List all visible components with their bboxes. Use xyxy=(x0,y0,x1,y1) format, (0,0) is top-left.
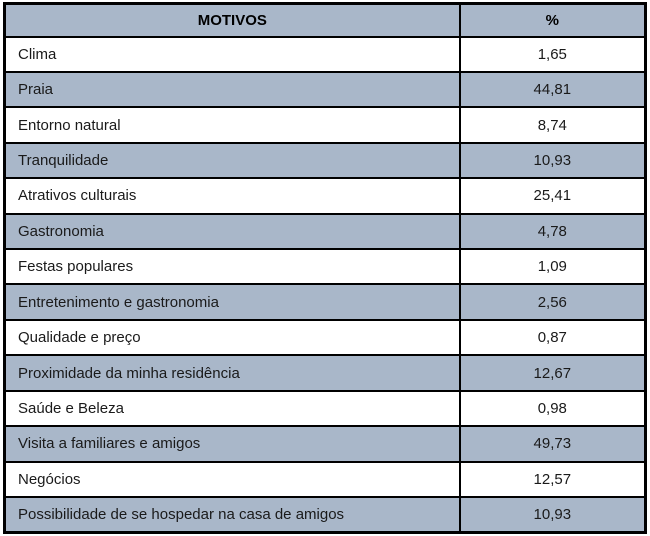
motivo-cell: Tranquilidade xyxy=(3,141,461,180)
percent-cell: 2,56 xyxy=(458,283,647,321)
percent-cell: 1,09 xyxy=(458,248,647,286)
motivo-cell: Entretenimento e gastronomia xyxy=(3,283,461,321)
motivo-cell: Proximidade da minha residência xyxy=(3,354,461,392)
percent-cell: 8,74 xyxy=(458,106,647,144)
percent-cell: 1,65 xyxy=(458,35,647,73)
table-header: MOTIVOS % xyxy=(3,2,647,38)
motivo-cell: Entorno natural xyxy=(3,106,461,144)
table-row: Possibilidade de se hospedar na casa de … xyxy=(3,495,647,534)
table-row: Entorno natural 8,74 xyxy=(3,106,647,144)
motivo-cell: Visita a familiares e amigos xyxy=(3,425,461,463)
table-row: Saúde e Beleza 0,98 xyxy=(3,389,647,428)
motivos-table: MOTIVOS % Clima 1,65 Praia 44,81 Entorno… xyxy=(3,2,647,534)
table-row: Proximidade da minha residência 12,67 xyxy=(3,354,647,392)
table-row: Negócios 12,57 xyxy=(3,460,647,498)
percent-cell: 4,78 xyxy=(458,212,647,251)
percent-cell: 10,93 xyxy=(458,495,647,534)
motivo-cell: Festas populares xyxy=(3,248,461,286)
table-row: Atrativos culturais 25,41 xyxy=(3,177,647,215)
motivo-cell: Saúde e Beleza xyxy=(3,389,461,428)
motivo-cell: Gastronomia xyxy=(3,212,461,251)
table-row: Gastronomia 4,78 xyxy=(3,212,647,251)
table-row: Festas populares 1,09 xyxy=(3,248,647,286)
percent-cell: 10,93 xyxy=(458,141,647,180)
motivo-cell: Negócios xyxy=(3,460,461,498)
table-row: Praia 44,81 xyxy=(3,70,647,109)
motivo-cell: Qualidade e preço xyxy=(3,318,461,357)
percent-cell: 12,57 xyxy=(458,460,647,498)
percent-cell: 12,67 xyxy=(458,354,647,392)
motivo-cell: Clima xyxy=(3,35,461,73)
table-row: Entretenimento e gastronomia 2,56 xyxy=(3,283,647,321)
motivo-cell: Atrativos culturais xyxy=(3,177,461,215)
table-body: Clima 1,65 Praia 44,81 Entorno natural 8… xyxy=(3,35,647,534)
table-row: Tranquilidade 10,93 xyxy=(3,141,647,180)
motivo-cell: Possibilidade de se hospedar na casa de … xyxy=(3,495,461,534)
header-motivos: MOTIVOS xyxy=(3,2,461,38)
table-row: Clima 1,65 xyxy=(3,35,647,73)
header-percent: % xyxy=(458,2,647,38)
percent-cell: 0,98 xyxy=(458,389,647,428)
motivo-cell: Praia xyxy=(3,70,461,109)
header-row: MOTIVOS % xyxy=(3,2,647,38)
table-row: Qualidade e preço 0,87 xyxy=(3,318,647,357)
percent-cell: 25,41 xyxy=(458,177,647,215)
table-row: Visita a familiares e amigos 49,73 xyxy=(3,425,647,463)
percent-cell: 44,81 xyxy=(458,70,647,109)
percent-cell: 49,73 xyxy=(458,425,647,463)
percent-cell: 0,87 xyxy=(458,318,647,357)
